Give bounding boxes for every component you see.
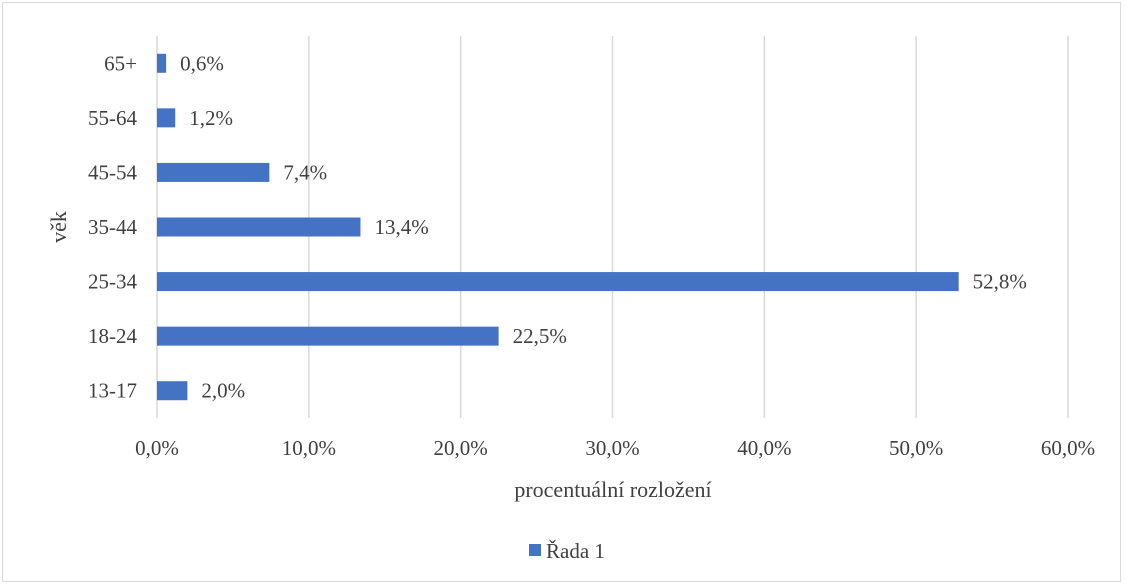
x-tick-label: 40,0% bbox=[737, 436, 791, 460]
y-category-label: 18-24 bbox=[88, 324, 137, 348]
data-label: 7,4% bbox=[283, 160, 327, 184]
legend: Řada 1 bbox=[529, 539, 605, 563]
x-tick-label: 10,0% bbox=[282, 436, 336, 460]
data-label: 52,8% bbox=[973, 270, 1027, 294]
bar bbox=[157, 381, 188, 401]
x-tick-label: 0,0% bbox=[135, 436, 179, 460]
y-category-label: 45-54 bbox=[88, 160, 137, 184]
data-label: 2,0% bbox=[201, 379, 245, 403]
x-tick-label: 30,0% bbox=[585, 436, 639, 460]
y-category-label: 65+ bbox=[104, 51, 137, 75]
data-label: 1,2% bbox=[189, 106, 233, 130]
legend-label: Řada 1 bbox=[546, 539, 605, 563]
bar bbox=[157, 326, 499, 346]
bar bbox=[157, 108, 176, 128]
y-category-label: 13-17 bbox=[88, 379, 137, 403]
data-label: 22,5% bbox=[513, 324, 567, 348]
data-label: 0,6% bbox=[180, 51, 224, 75]
gridlines bbox=[156, 36, 1069, 418]
data-labels: 2,0% 22,5% 52,8% 13,4% 7,4% 1,2% 0,6% bbox=[180, 51, 1027, 402]
x-tick-label: 20,0% bbox=[434, 436, 488, 460]
data-label: 13,4% bbox=[374, 215, 428, 239]
y-axis-categories: 13-17 18-24 25-34 35-44 45-54 55-64 65+ bbox=[88, 51, 137, 402]
bar bbox=[157, 162, 270, 182]
bar bbox=[157, 53, 167, 73]
bar bbox=[157, 217, 361, 237]
y-category-label: 35-44 bbox=[88, 215, 137, 239]
legend-swatch bbox=[529, 544, 541, 556]
y-category-label: 25-34 bbox=[88, 270, 137, 294]
bar bbox=[157, 272, 959, 292]
bars bbox=[157, 53, 959, 401]
x-axis-ticks: 0,0% 10,0% 20,0% 30,0% 40,0% 50,0% 60,0% bbox=[135, 436, 1095, 460]
y-category-label: 55-64 bbox=[88, 106, 137, 130]
x-axis-title: procentuální rozložení bbox=[514, 477, 711, 502]
x-tick-label: 50,0% bbox=[889, 436, 943, 460]
x-tick-label: 60,0% bbox=[1041, 436, 1095, 460]
y-axis-title: věk bbox=[46, 211, 71, 243]
